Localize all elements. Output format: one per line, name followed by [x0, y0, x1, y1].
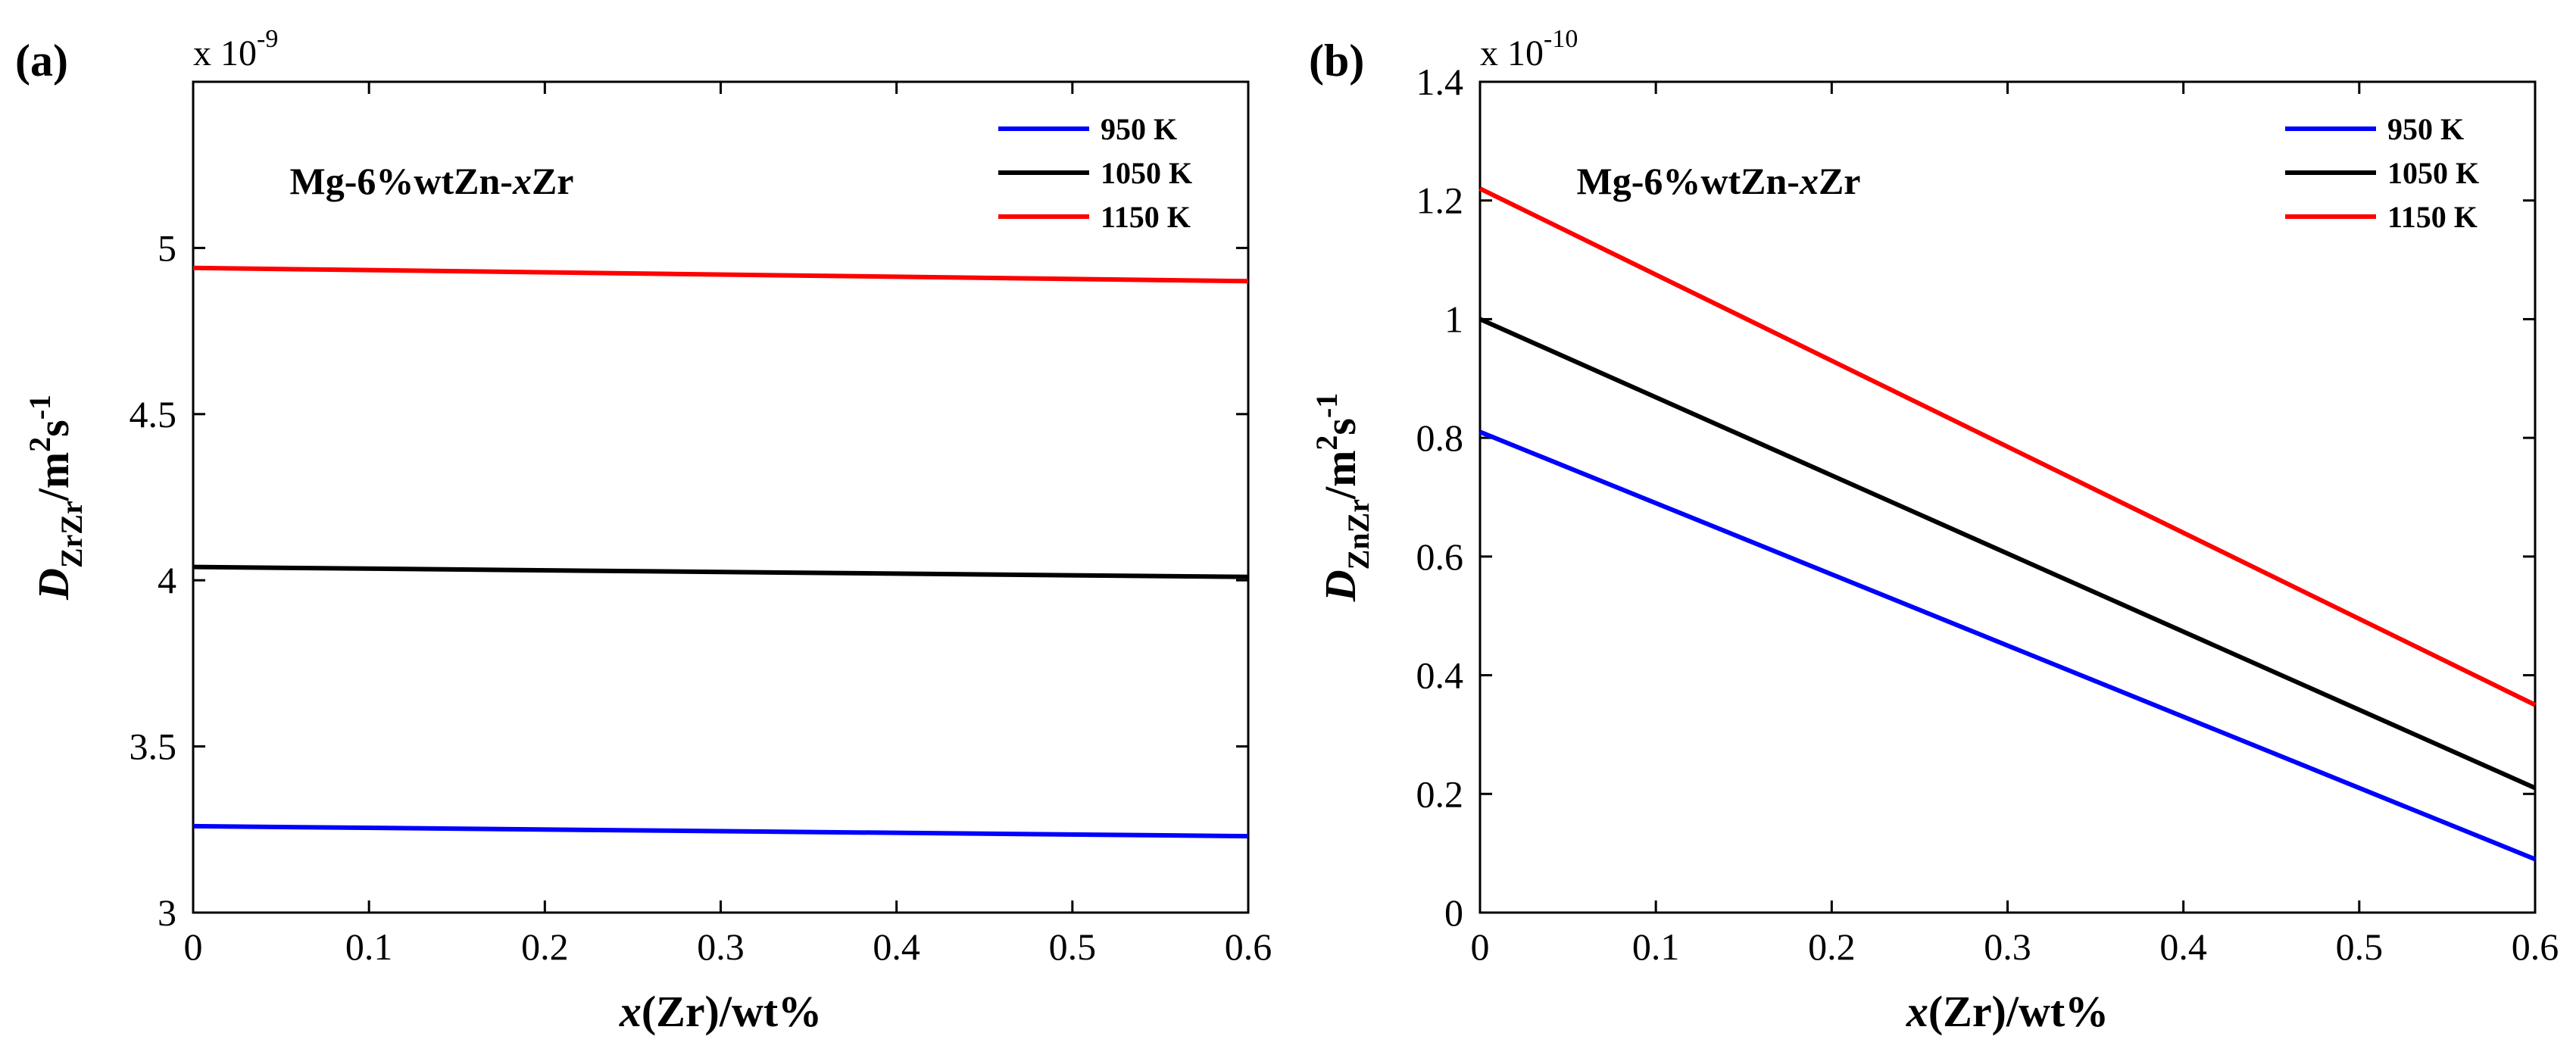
- y-tick-label: 3: [158, 891, 176, 934]
- y-tick-label: 0.2: [1416, 772, 1464, 815]
- x-tick-label: 0: [184, 925, 203, 968]
- y-tick-label: 1: [1444, 298, 1463, 340]
- legend-label: 1050 K: [1101, 156, 1192, 190]
- chart-title: Mg-6%wtZn-xZr: [290, 160, 574, 202]
- y-axis-label: DZnZr/m2s-1: [1310, 393, 1375, 603]
- series-line-1150-k: [192, 265, 1249, 284]
- x-tick-label: 0.4: [873, 925, 920, 968]
- axis-exponent: x 10-9: [193, 25, 278, 73]
- series-line-1050-k: [192, 564, 1249, 579]
- y-tick-label: 1.2: [1416, 179, 1464, 222]
- legend-label: 950 K: [2387, 112, 2464, 146]
- x-axis-label: x(Zr)/wt%: [619, 987, 822, 1036]
- chart-title: Mg-6%wtZn-xZr: [1577, 160, 1861, 202]
- x-tick-label: 0: [1471, 925, 1490, 968]
- y-tick-label: 1.4: [1416, 61, 1464, 103]
- x-tick-label: 0.5: [2336, 925, 2384, 968]
- y-axis-label: DZrZr/m2s-1: [23, 395, 89, 601]
- x-tick-label: 0.1: [1632, 925, 1680, 968]
- y-tick-label: 3.5: [130, 726, 177, 768]
- y-tick-label: 0.6: [1416, 535, 1464, 578]
- x-tick-label: 0.6: [1225, 925, 1272, 968]
- legend-label: 1050 K: [2387, 156, 2479, 190]
- legend-label: 1150 K: [1101, 200, 1191, 234]
- y-tick-label: 4.5: [130, 393, 177, 435]
- panel-b: 0 0.1 0.2 0.3 0.4 0.5 0.6 0 0.2 0.4 0.6 0.8 1 1.2 1.4 x…: [1309, 25, 2559, 1036]
- x-tick-label: 0.6: [2512, 925, 2559, 968]
- y-tick-label: 5: [158, 226, 176, 269]
- axis-exponent: x 10-10: [1480, 25, 1578, 73]
- series-line-1050-k: [1478, 317, 2537, 791]
- series-line-1150-k: [1478, 186, 2537, 707]
- legend-label: 1150 K: [2387, 200, 2478, 234]
- y-tick-label: 0.8: [1416, 417, 1464, 459]
- panel-label: (b): [1309, 36, 1364, 86]
- x-tick-label: 0.3: [1984, 925, 2031, 968]
- x-tick-label: 0.2: [521, 925, 569, 968]
- series-line-950-k: [1478, 429, 2537, 862]
- x-tick-label: 0.4: [2159, 925, 2207, 968]
- x-tick-label: 0.2: [1808, 925, 1856, 968]
- panel-label: (a): [15, 36, 68, 86]
- legend-label: 950 K: [1101, 112, 1177, 146]
- y-tick-label: 0.4: [1416, 654, 1464, 697]
- y-tick-label: 4: [158, 559, 176, 601]
- x-axis-label: x(Zr)/wt%: [1906, 987, 2109, 1036]
- y-tick-label: 0: [1444, 891, 1463, 934]
- x-tick-label: 0.1: [345, 925, 393, 968]
- series-line-950-k: [192, 823, 1249, 839]
- panel-a: 0 0.1 0.2 0.3 0.4 0.5 0.6 3 3.5 4 4.5 5 x 10-9 (a) x(Z…: [15, 25, 1272, 1036]
- x-tick-label: 0.5: [1049, 925, 1097, 968]
- x-tick-label: 0.3: [697, 925, 745, 968]
